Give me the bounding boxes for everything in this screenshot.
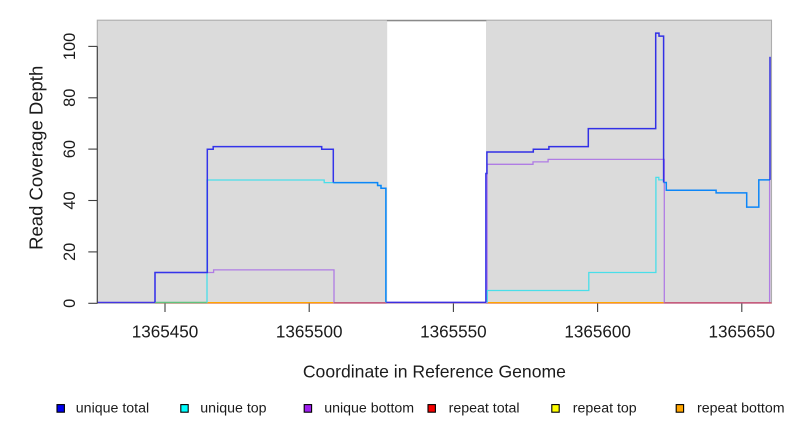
svg-text:1365550: 1365550	[420, 322, 487, 341]
svg-text:1365650: 1365650	[709, 322, 776, 341]
svg-text:80: 80	[61, 89, 79, 107]
svg-text:Coordinate in Reference Genome: Coordinate in Reference Genome	[303, 361, 566, 381]
svg-text:100: 100	[61, 33, 79, 60]
svg-text:60: 60	[61, 140, 79, 158]
svg-text:20: 20	[61, 243, 79, 261]
svg-text:repeat top: repeat top	[573, 401, 637, 417]
svg-text:1365600: 1365600	[564, 322, 631, 341]
svg-text:unique top: unique top	[200, 401, 266, 417]
svg-text:unique bottom: unique bottom	[324, 401, 414, 417]
svg-text:1365500: 1365500	[276, 322, 343, 341]
svg-text:repeat bottom: repeat bottom	[697, 401, 785, 417]
svg-text:40: 40	[61, 191, 79, 209]
svg-text:1365450: 1365450	[132, 322, 199, 341]
svg-text:0: 0	[61, 299, 79, 308]
svg-text:repeat total: repeat total	[449, 401, 520, 417]
svg-text:unique total: unique total	[76, 401, 149, 417]
svg-text:Read Coverage Depth: Read Coverage Depth	[26, 66, 47, 250]
